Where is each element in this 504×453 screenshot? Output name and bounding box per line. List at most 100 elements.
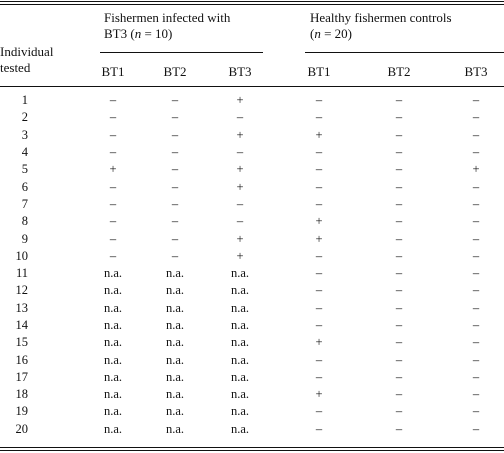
g2-cell-bt2: – (395, 300, 403, 315)
row-id: 6 (21, 179, 28, 194)
g2-cell-bt1: + (315, 335, 323, 350)
g1-cell-bt1: – (109, 214, 117, 229)
g2-cell-bt3: – (472, 266, 480, 281)
g2-cell-bt3: – (472, 110, 480, 125)
g1-col-bt1: BT1 (101, 64, 125, 79)
g1-cell-bt2: n.a. (165, 404, 185, 419)
table-row: 3 – – + + – – (0, 127, 504, 144)
g1-cell-bt1: – (109, 110, 117, 125)
top-rule (0, 1, 504, 2)
g2-cell-bt2: – (395, 404, 403, 419)
g1-cell-bt1: n.a. (103, 300, 123, 315)
bottom-rule (0, 447, 504, 448)
g2-cell-bt1: – (315, 248, 323, 263)
g2-cell-bt1: + (315, 387, 323, 402)
g2-cell-bt3: – (472, 93, 480, 108)
row-id: 15 (15, 335, 29, 350)
table-row: 7 – – – – – – (0, 196, 504, 213)
g1-cell-bt2: n.a. (165, 421, 185, 436)
group2-title-line2: (n = 20) (310, 26, 353, 41)
g2-cell-bt3: – (472, 404, 480, 419)
g2-cell-bt1: + (315, 214, 323, 229)
g2-cell-bt2: – (395, 283, 403, 298)
table-row: 16 n.a. n.a. n.a. – – – (0, 351, 504, 368)
g1-cell-bt1: – (109, 248, 117, 263)
header-rule (0, 86, 504, 87)
g2-cell-bt2: – (395, 110, 403, 125)
table-row: 4 – – – – – – (0, 144, 504, 161)
row-id: 13 (15, 300, 29, 315)
g1-cell-bt3: + (236, 179, 244, 194)
g2-cell-bt3: – (472, 248, 480, 263)
g1-cell-bt2: – (171, 179, 179, 194)
g1-cell-bt2: – (171, 110, 179, 125)
g1-cell-bt2: – (171, 145, 179, 160)
g1-cell-bt3: + (236, 248, 244, 263)
data-table-body: 1 – – + – – – 2 – – – – – – 3 – – + + – – 4 – – – – – – 5 + – + – – +6 – – + –… (0, 92, 504, 438)
g1-cell-bt1: n.a. (103, 387, 123, 402)
g1-cell-bt2: – (171, 196, 179, 211)
g2-cell-bt2: – (395, 318, 403, 332)
table-row: 9 – – + + – – (0, 230, 504, 247)
table-row: 11 n.a. n.a. n.a. – – – (0, 265, 504, 282)
bottom-rule-2 (0, 450, 504, 451)
table-row: 12 n.a. n.a. n.a. – – – (0, 282, 504, 299)
table-row: 18 n.a. n.a. n.a. + – – (0, 386, 504, 403)
group2-title-line1: Healthy fishermen controls (310, 10, 452, 25)
g2-cell-bt3: – (472, 335, 480, 350)
g1-cell-bt3: n.a. (230, 335, 250, 350)
g2-cell-bt2: – (395, 335, 403, 350)
row-id: 14 (15, 318, 29, 332)
row-id: 5 (21, 162, 28, 177)
g2-cell-bt3: – (472, 369, 480, 384)
g2-cell-bt2: – (395, 93, 403, 108)
g2-cell-bt3: + (472, 162, 480, 177)
table-row: 14 n.a. n.a. n.a. – – – (0, 317, 504, 334)
g1-cell-bt3: n.a. (230, 352, 250, 367)
g1-col-bt3: BT3 (228, 64, 252, 79)
g1-cell-bt3: n.a. (230, 266, 250, 281)
top-rule-2 (0, 4, 504, 5)
g2-cell-bt3: – (472, 387, 480, 402)
g1-cell-bt2: – (171, 93, 179, 108)
g2-cell-bt2: – (395, 352, 403, 367)
group1-title-line1: Fishermen infected with (104, 10, 231, 25)
table-row: 1 – – + – – – (0, 92, 504, 109)
row-id: 11 (15, 266, 28, 281)
row-id: 2 (21, 110, 28, 125)
g1-cell-bt2: n.a. (165, 335, 185, 350)
g2-cell-bt1: + (315, 127, 323, 142)
g1-cell-bt3: n.a. (230, 318, 250, 332)
g1-cell-bt1: n.a. (103, 404, 123, 419)
row-id: 20 (15, 421, 29, 436)
g1-cell-bt3: n.a. (230, 421, 250, 436)
g1-cell-bt3: – (236, 110, 244, 125)
g1-cell-bt1: n.a. (103, 283, 123, 298)
group1-title: Fishermen infected with BT3 (n = 10) (104, 10, 230, 42)
row-id: 7 (21, 196, 28, 211)
row-id: 1 (21, 93, 28, 108)
row-id: 4 (21, 145, 28, 160)
g1-cell-bt1: + (109, 162, 117, 177)
table-row: 15 n.a. n.a. n.a. + – – (0, 334, 504, 351)
g2-cell-bt3: – (472, 421, 480, 436)
table-row: 10 – – + – – – (0, 248, 504, 265)
g1-cell-bt3: + (236, 93, 244, 108)
g1-cell-bt2: n.a. (165, 283, 185, 298)
g2-col-bt3: BT3 (464, 64, 488, 79)
g2-cell-bt1: – (315, 162, 323, 177)
group1-underline (100, 52, 263, 53)
g2-cell-bt3: – (472, 196, 480, 211)
g1-cell-bt3: – (236, 196, 244, 211)
g2-cell-bt1: – (315, 283, 323, 298)
table-row: 19 n.a. n.a. n.a. – – – (0, 403, 504, 420)
table-row: 8 – – – + – – (0, 213, 504, 230)
g1-cell-bt1: n.a. (103, 266, 123, 281)
group2-underline (305, 52, 504, 53)
g2-cell-bt3: – (472, 300, 480, 315)
g1-cell-bt2: – (171, 127, 179, 142)
g1-cell-bt3: + (236, 231, 244, 246)
g2-cell-bt2: – (395, 387, 403, 402)
g1-cell-bt3: – (236, 145, 244, 160)
g1-cell-bt2: n.a. (165, 387, 185, 402)
